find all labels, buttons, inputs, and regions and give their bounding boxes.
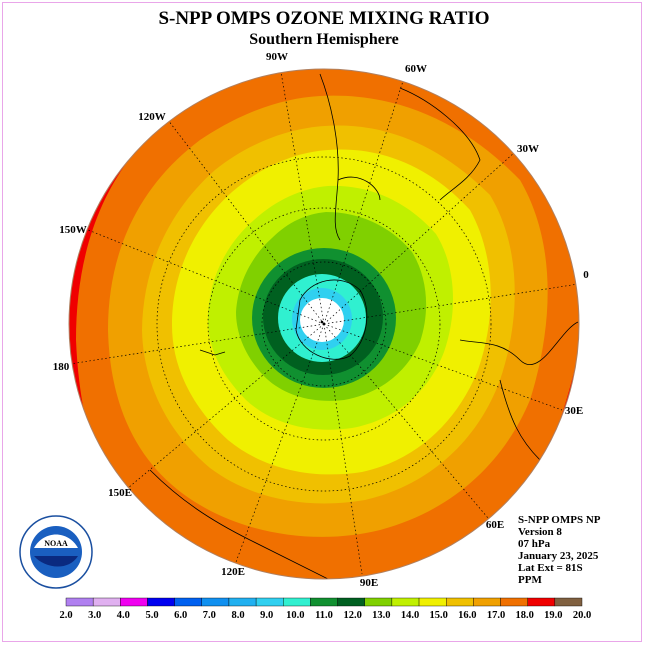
colorbar-tick-label: 3.0	[88, 610, 101, 621]
colorbar-swatch	[527, 597, 556, 607]
info-pressure: 07 hPa	[518, 538, 551, 550]
colorbar-swatch	[147, 597, 175, 607]
colorbar-swatch	[120, 597, 148, 607]
colorbar-swatch	[364, 597, 393, 607]
colorbar-tick-label: 18.0	[515, 610, 533, 621]
colorbar-swatch	[228, 597, 257, 607]
lon-label-150w: 150W	[59, 224, 87, 236]
lon-label-0: 0	[583, 269, 589, 281]
colorbar-tick-label: 10.0	[286, 610, 304, 621]
info-panel: S-NPP OMPS NP Version 8 07 hPa January 2…	[518, 514, 601, 586]
colorbar-swatch	[92, 597, 121, 607]
colorbar-tick-label: 8.0	[231, 610, 244, 621]
colorbar-tick-label: 15.0	[429, 610, 447, 621]
colorbar-tick-label: 14.0	[401, 610, 419, 621]
ozone-field	[69, 69, 579, 579]
lon-label-150e: 150E	[108, 487, 132, 499]
colorbar-swatch	[391, 597, 420, 607]
colorbar-swatch	[337, 597, 365, 607]
map-subtitle: Southern Hemisphere	[249, 31, 399, 48]
colorbar-tick-label: 2.0	[59, 610, 72, 621]
noaa-logo: NOAA	[19, 515, 93, 589]
colorbar-tick-label: 16.0	[458, 610, 476, 621]
graticule	[69, 71, 579, 575]
info-version: Version 8	[518, 526, 562, 538]
colorbar-swatch	[201, 597, 230, 607]
coastlines	[149, 73, 579, 579]
colorbar-tick-label: 12.0	[343, 610, 361, 621]
map-title: S-NPP OMPS OZONE MIXING RATIO	[158, 8, 490, 29]
colorbar-tick-label: 11.0	[315, 610, 333, 621]
info-units: PPM	[518, 574, 542, 586]
colorbar-tick-label: 9.0	[260, 610, 273, 621]
colorbar-swatch	[418, 597, 447, 607]
lon-label-30w: 30W	[517, 143, 539, 155]
colorbar-swatch	[554, 597, 583, 607]
info-lat-ext: Lat Ext = 81S	[518, 562, 583, 574]
colorbar-tick-label: 6.0	[174, 610, 187, 621]
colorbar-swatch	[446, 597, 474, 607]
longitude-labels: 90W 60W 30W 0 30E 60E 90E 120E 150E 180 150W 120W	[53, 51, 590, 589]
lon-label-120w: 120W	[138, 111, 166, 123]
colorbar-swatch	[473, 597, 501, 607]
svg-text:NOAA: NOAA	[44, 539, 68, 548]
info-date: January 23, 2025	[518, 550, 599, 562]
plot-frame	[2, 2, 642, 642]
colorbar-tick-label: 5.0	[145, 610, 158, 621]
colorbar-tick-label: 4.0	[117, 610, 130, 621]
colorbar-swatch	[174, 597, 202, 607]
colorbar-swatch	[283, 597, 311, 607]
lon-label-120e: 120E	[221, 566, 245, 578]
colorbar-swatch	[255, 597, 284, 607]
lon-label-180: 180	[53, 361, 70, 373]
lon-label-90e: 90E	[360, 577, 378, 589]
colorbar-tick-label: 17.0	[487, 610, 505, 621]
colorbar-swatch	[65, 597, 94, 607]
map-boundary	[68, 68, 580, 580]
lon-label-90w: 90W	[266, 51, 288, 63]
colorbar-tick-label: 7.0	[203, 610, 216, 621]
lon-label-60e: 60E	[486, 519, 504, 531]
colorbar: 2.0 3.0 4.0 5.0 6.0 7.0 8.0 9.0 10.0 11.0 12.0 13.0…	[59, 597, 591, 621]
colorbar-tick-label: 13.0	[372, 610, 390, 621]
colorbar-swatch	[500, 597, 528, 607]
colorbar-tick-label: 20.0	[573, 610, 591, 621]
colorbar-swatch	[310, 597, 338, 607]
lon-label-60w: 60W	[405, 63, 427, 75]
info-product: S-NPP OMPS NP	[518, 514, 601, 526]
colorbar-tick-label: 19.0	[544, 610, 562, 621]
lon-label-30e: 30E	[565, 405, 583, 417]
